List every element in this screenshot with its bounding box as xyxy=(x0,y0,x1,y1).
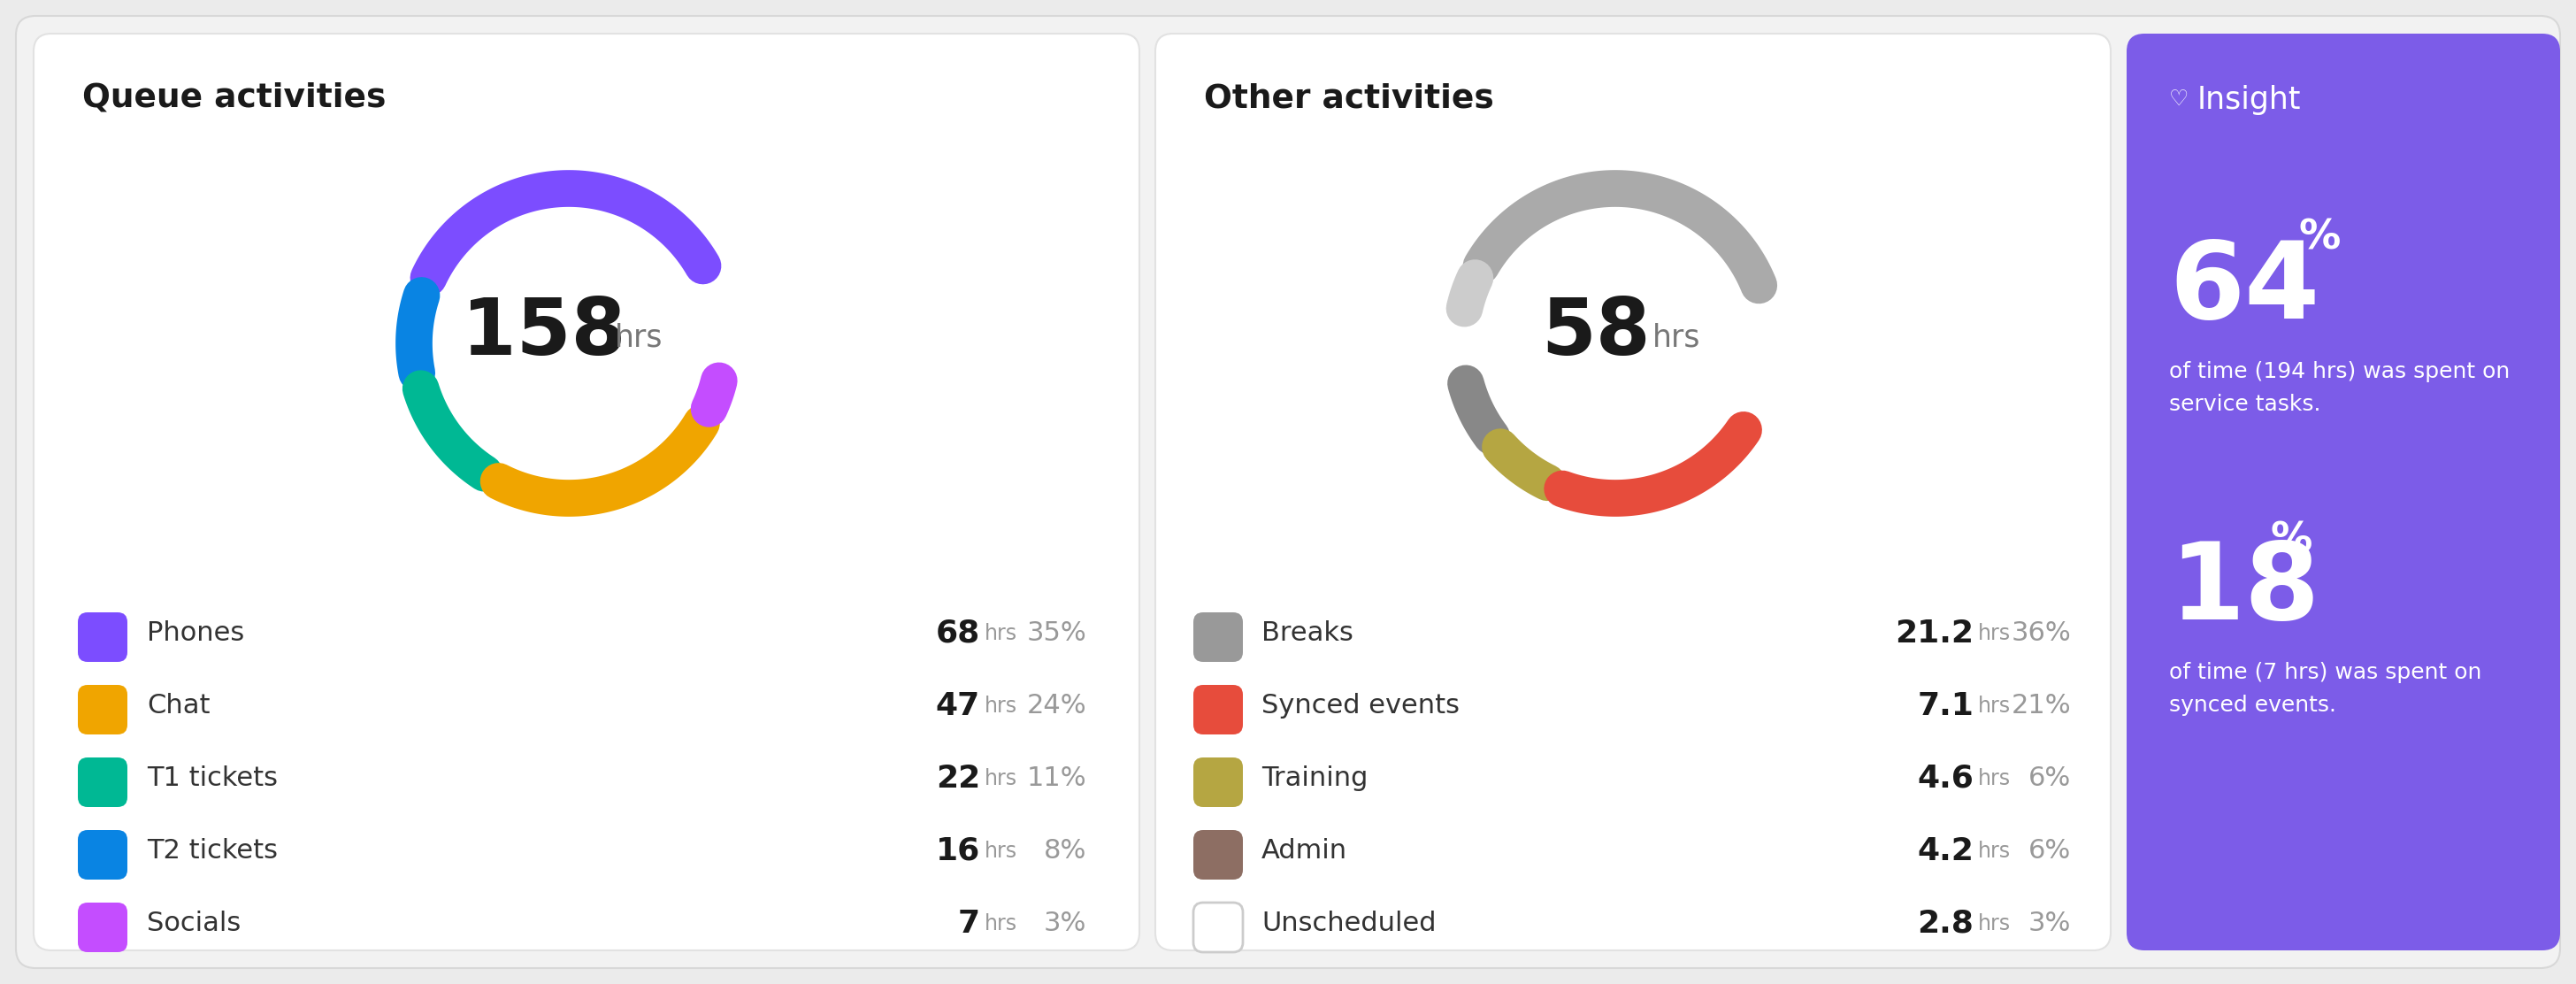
Text: 35%: 35% xyxy=(1025,621,1087,646)
Text: hrs: hrs xyxy=(1651,323,1700,353)
Text: %: % xyxy=(2300,217,2342,258)
FancyBboxPatch shape xyxy=(1193,612,1242,662)
Text: 21.2: 21.2 xyxy=(1896,619,1973,648)
Text: hrs: hrs xyxy=(984,769,1018,789)
Text: 36%: 36% xyxy=(2012,621,2071,646)
Text: hrs: hrs xyxy=(984,696,1018,716)
Text: 16: 16 xyxy=(935,836,979,866)
Text: 47: 47 xyxy=(935,691,979,721)
Text: Training: Training xyxy=(1262,766,1368,791)
FancyBboxPatch shape xyxy=(77,758,126,807)
Text: 22: 22 xyxy=(935,764,979,794)
Text: 58: 58 xyxy=(1540,294,1651,371)
Text: 2.8: 2.8 xyxy=(1917,909,1973,939)
Text: 11%: 11% xyxy=(1025,766,1087,791)
FancyBboxPatch shape xyxy=(77,902,126,953)
Text: Chat: Chat xyxy=(147,694,211,719)
FancyBboxPatch shape xyxy=(1154,33,2110,951)
Text: 64: 64 xyxy=(2169,237,2318,340)
Text: 68: 68 xyxy=(935,619,979,648)
FancyBboxPatch shape xyxy=(2128,33,2561,951)
Text: hrs: hrs xyxy=(616,323,662,353)
Text: hrs: hrs xyxy=(1978,840,2012,862)
Text: Synced events: Synced events xyxy=(1262,694,1461,719)
Text: Queue activities: Queue activities xyxy=(82,83,386,114)
Text: of time (7 hrs) was spent on
synced events.: of time (7 hrs) was spent on synced even… xyxy=(2169,662,2481,716)
Text: T2 tickets: T2 tickets xyxy=(147,838,278,864)
Text: Unscheduled: Unscheduled xyxy=(1262,911,1437,937)
Text: hrs: hrs xyxy=(1978,696,2012,716)
Text: 18: 18 xyxy=(2169,538,2318,642)
Text: Socials: Socials xyxy=(147,911,240,937)
Text: 4.6: 4.6 xyxy=(1917,764,1973,794)
Text: hrs: hrs xyxy=(1978,769,2012,789)
Text: 7.1: 7.1 xyxy=(1917,691,1973,721)
Text: Admin: Admin xyxy=(1262,838,1347,864)
Text: hrs: hrs xyxy=(984,913,1018,935)
FancyBboxPatch shape xyxy=(77,830,126,880)
Text: ♡: ♡ xyxy=(2169,89,2190,110)
FancyBboxPatch shape xyxy=(1193,685,1242,734)
Text: 24%: 24% xyxy=(1025,694,1087,719)
Text: Insight: Insight xyxy=(2197,85,2300,115)
FancyBboxPatch shape xyxy=(1193,758,1242,807)
Text: 8%: 8% xyxy=(1043,838,1087,864)
FancyBboxPatch shape xyxy=(1193,830,1242,880)
Text: Phones: Phones xyxy=(147,621,245,646)
Text: of time (194 hrs) was spent on
service tasks.: of time (194 hrs) was spent on service t… xyxy=(2169,361,2509,415)
FancyBboxPatch shape xyxy=(33,33,1139,951)
Text: 158: 158 xyxy=(461,294,626,371)
Text: 3%: 3% xyxy=(1043,911,1087,937)
Text: hrs: hrs xyxy=(1978,623,2012,645)
Text: 21%: 21% xyxy=(2012,694,2071,719)
FancyBboxPatch shape xyxy=(77,685,126,734)
FancyBboxPatch shape xyxy=(15,16,2561,968)
Text: %: % xyxy=(2272,521,2313,560)
Text: 6%: 6% xyxy=(2027,838,2071,864)
Text: Breaks: Breaks xyxy=(1262,621,1352,646)
Text: 7: 7 xyxy=(958,909,979,939)
Text: T1 tickets: T1 tickets xyxy=(147,766,278,791)
FancyBboxPatch shape xyxy=(1193,902,1242,953)
Text: 3%: 3% xyxy=(2027,911,2071,937)
Text: hrs: hrs xyxy=(1978,913,2012,935)
Text: 4.2: 4.2 xyxy=(1917,836,1973,866)
Text: 6%: 6% xyxy=(2027,766,2071,791)
FancyBboxPatch shape xyxy=(77,612,126,662)
Text: hrs: hrs xyxy=(984,840,1018,862)
Text: hrs: hrs xyxy=(984,623,1018,645)
Text: Other activities: Other activities xyxy=(1203,83,1494,114)
